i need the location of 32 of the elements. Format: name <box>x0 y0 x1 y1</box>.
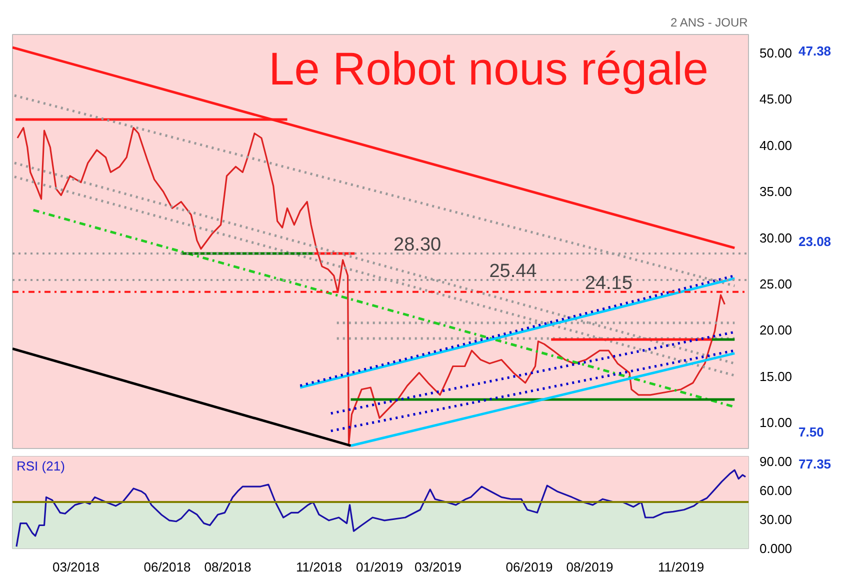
y-tick-label: 30.00 <box>760 230 792 246</box>
ref-line-label: 24.15 <box>584 272 632 294</box>
y-tick-label: 20.00 <box>760 322 792 338</box>
text: 23.08 <box>798 234 832 249</box>
x-tick-label: 11/2019 <box>658 560 704 574</box>
x-tick-label: 06/2019 <box>506 560 553 574</box>
ref-line-label: 25.44 <box>489 260 538 282</box>
x-tick-label: 03/2018 <box>52 560 100 574</box>
y-tick-label: 10.00 <box>760 415 792 430</box>
text: 7.50 <box>798 424 824 440</box>
x-tick-label: 06/2018 <box>144 560 191 574</box>
y-tick-label: 30.00 <box>760 512 792 527</box>
chart-title: Le Robot nous régale <box>268 42 708 94</box>
chart-title: RSI (21) <box>16 458 65 474</box>
x-tick-label: 11/2018 <box>296 560 342 574</box>
x-tick-label: 08/2018 <box>204 560 252 574</box>
text: 2 ANS - JOUR <box>670 16 748 30</box>
text: 47.38 <box>798 44 832 59</box>
y-tick-label: 90.00 <box>760 454 792 469</box>
x-tick-label: 03/2019 <box>414 560 462 574</box>
ref-line-label: 28.30 <box>394 234 442 256</box>
x-tick-label: 01/2019 <box>356 560 404 574</box>
text: 77.35 <box>798 456 832 472</box>
x-tick-label: 08/2019 <box>566 560 614 574</box>
y-tick-label: 35.00 <box>760 184 792 200</box>
y-tick-label: 15.00 <box>760 368 792 384</box>
y-tick-label: 25.00 <box>760 276 792 292</box>
y-tick-label: 60.00 <box>760 482 792 498</box>
y-tick-label: 0.000 <box>760 541 792 556</box>
y-tick-label: 40.00 <box>760 138 792 153</box>
y-tick-label: 45.00 <box>760 92 792 107</box>
y-tick-label: 50.00 <box>760 45 792 60</box>
